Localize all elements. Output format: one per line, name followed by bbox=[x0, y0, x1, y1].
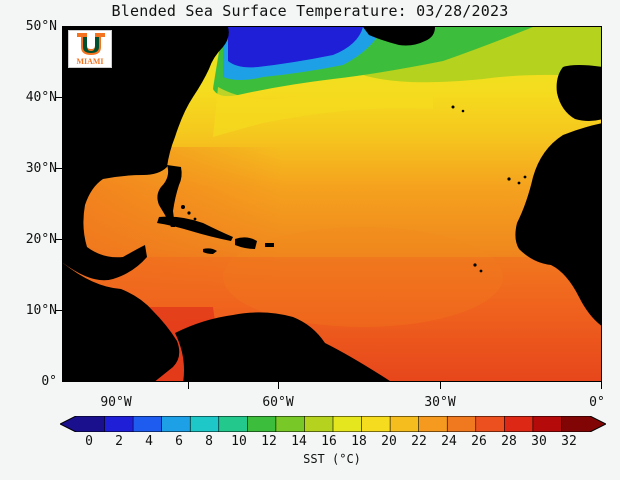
lon-tick bbox=[188, 382, 189, 389]
florida bbox=[157, 165, 182, 227]
lat-label-20n: 20°N bbox=[25, 232, 57, 247]
sst-map bbox=[62, 26, 602, 382]
colorbar-cell bbox=[247, 416, 277, 432]
sst-map-graphic bbox=[63, 27, 601, 381]
colorbar-cell bbox=[133, 416, 163, 432]
lon-label-90w: 90°W bbox=[100, 395, 132, 410]
lon-tick bbox=[278, 382, 279, 389]
newfoundland bbox=[363, 27, 435, 46]
warm-water-central bbox=[223, 227, 503, 327]
colorbar-tick-16: 16 bbox=[321, 434, 337, 449]
logo-text: MIAMI bbox=[76, 57, 104, 66]
colorbar-title: SST (°C) bbox=[303, 452, 361, 466]
lon-tick bbox=[440, 382, 441, 389]
lat-label-30n: 30°N bbox=[25, 161, 57, 176]
lat-tick bbox=[55, 239, 62, 240]
gulf-stream-front bbox=[213, 87, 433, 137]
central-america bbox=[63, 263, 180, 381]
colorbar-tick-24: 24 bbox=[441, 434, 457, 449]
cold-core bbox=[228, 27, 363, 68]
puerto-rico bbox=[265, 243, 274, 247]
iberia bbox=[556, 65, 601, 121]
lon-tick bbox=[601, 382, 602, 389]
colorbar-cell bbox=[561, 416, 591, 432]
colorbar-tick-2: 2 bbox=[115, 434, 123, 449]
colorbar-cell bbox=[190, 416, 220, 432]
colorbar-cell bbox=[304, 416, 334, 432]
colorbar-cell bbox=[390, 416, 420, 432]
colorbar-tick-6: 6 bbox=[175, 434, 183, 449]
colorbar-cell bbox=[161, 416, 191, 432]
jamaica bbox=[203, 248, 217, 254]
mexico bbox=[63, 167, 167, 281]
lat-tick bbox=[55, 168, 62, 169]
colorbar-tick-0: 0 bbox=[85, 434, 93, 449]
africa bbox=[515, 123, 601, 326]
lon-label-60w: 60°W bbox=[262, 395, 294, 410]
colorbar-cell bbox=[418, 416, 448, 432]
lat-label-50n: 50°N bbox=[25, 19, 57, 34]
colorbar-cell bbox=[218, 416, 248, 432]
colorbar-cell bbox=[475, 416, 505, 432]
map-title: Blended Sea Surface Temperature: 03/28/2… bbox=[111, 2, 509, 20]
colorbar-tick-32: 32 bbox=[561, 434, 577, 449]
south-america bbox=[175, 312, 390, 381]
colorbar-low-cap bbox=[60, 416, 76, 432]
colorbar-tick-22: 22 bbox=[411, 434, 427, 449]
hispaniola bbox=[235, 237, 257, 249]
colorbar-cell bbox=[275, 416, 305, 432]
colorbar-tick-14: 14 bbox=[291, 434, 307, 449]
colorbar-tick-26: 26 bbox=[471, 434, 487, 449]
lon-label-30w: 30°W bbox=[424, 395, 456, 410]
colorbar-cell bbox=[361, 416, 391, 432]
colorbar-cell bbox=[76, 416, 106, 432]
colorbar-cell bbox=[447, 416, 477, 432]
u-letter-logo-icon bbox=[77, 33, 105, 55]
colorbar-tick-8: 8 bbox=[205, 434, 213, 449]
lat-label-40n: 40°N bbox=[25, 90, 57, 105]
cuba bbox=[157, 216, 233, 241]
colorbar-tick-30: 30 bbox=[531, 434, 547, 449]
lat-label-0: 0° bbox=[41, 374, 57, 389]
lat-label-10n: 10°N bbox=[25, 303, 57, 318]
colorbar-tick-20: 20 bbox=[381, 434, 397, 449]
colorbar-cell bbox=[532, 416, 562, 432]
colorbar-tick-10: 10 bbox=[231, 434, 247, 449]
lat-tick bbox=[55, 310, 62, 311]
colorbar-tick-18: 18 bbox=[351, 434, 367, 449]
lat-tick bbox=[55, 97, 62, 98]
colorbar-cell bbox=[504, 416, 534, 432]
colorbar-tick-12: 12 bbox=[261, 434, 277, 449]
colorbar bbox=[60, 416, 606, 432]
colorbar-tick-28: 28 bbox=[501, 434, 517, 449]
miami-logo: MIAMI bbox=[68, 30, 112, 68]
colorbar-cell bbox=[333, 416, 363, 432]
colorbar-high-cap bbox=[590, 416, 606, 432]
lon-label-0: 0° bbox=[589, 395, 605, 410]
colorbar-cell bbox=[104, 416, 134, 432]
colorbar-tick-4: 4 bbox=[145, 434, 153, 449]
